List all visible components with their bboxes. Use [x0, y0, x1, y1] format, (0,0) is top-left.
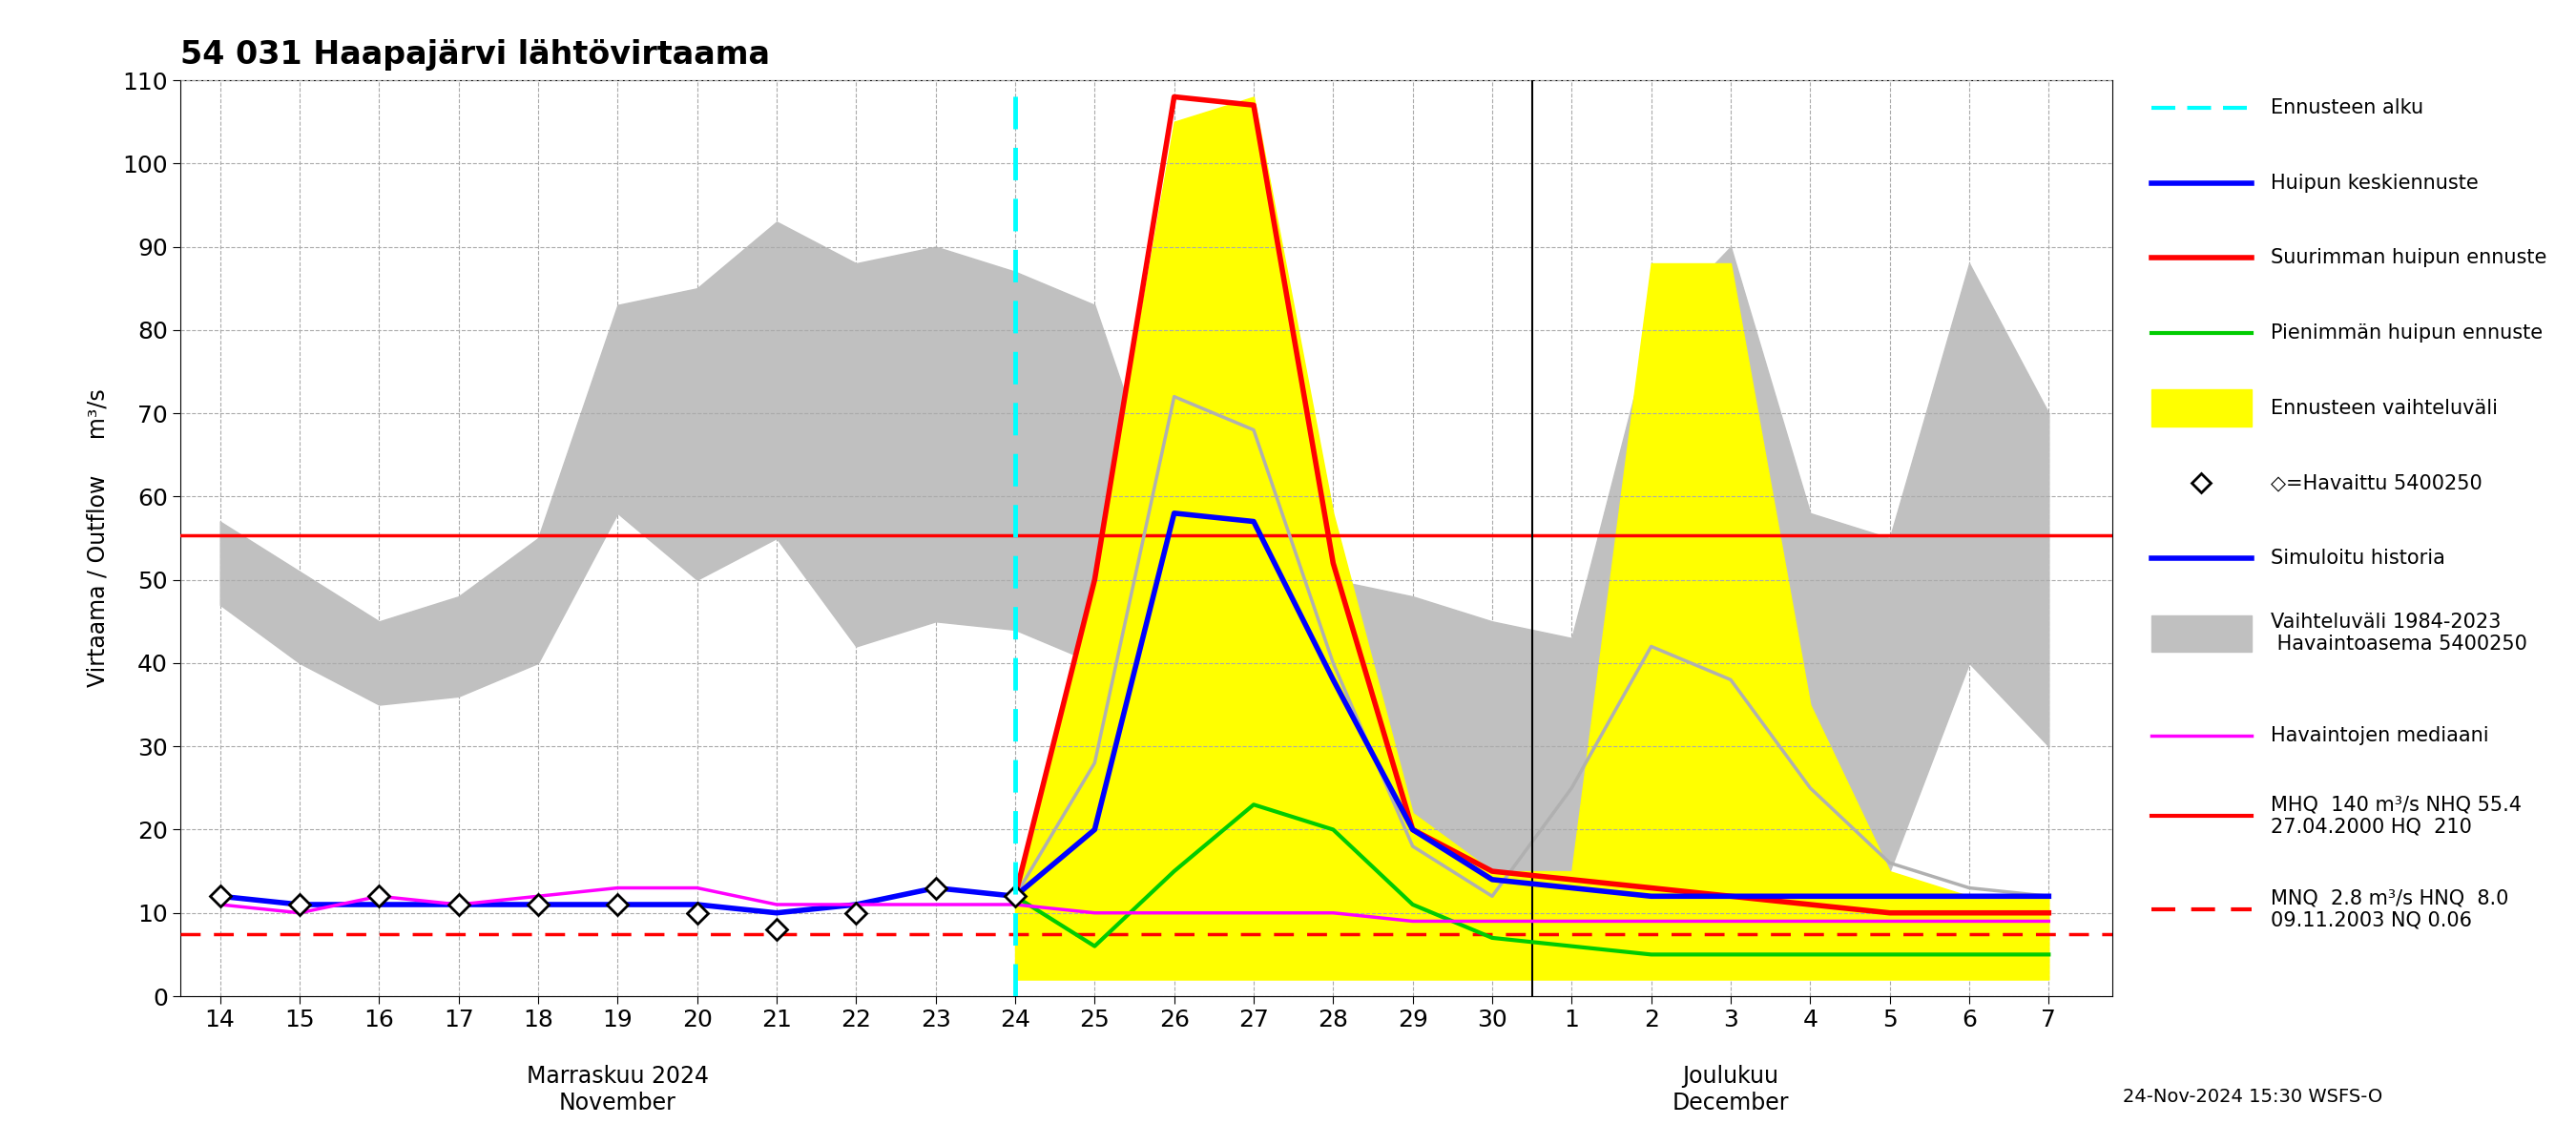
Text: Pienimmän huipun ennuste: Pienimmän huipun ennuste	[2272, 323, 2543, 342]
Text: Simuloitu historia: Simuloitu historia	[2272, 548, 2445, 568]
Text: Havaintojen mediaani: Havaintojen mediaani	[2272, 726, 2488, 745]
Text: 24-Nov-2024 15:30 WSFS-O: 24-Nov-2024 15:30 WSFS-O	[2123, 1088, 2383, 1106]
Bar	[2151, 615, 2251, 652]
Y-axis label: Virtaama / Outflow     m³/s: Virtaama / Outflow m³/s	[85, 389, 108, 687]
Text: MHQ  140 m³/s NHQ 55.4
27.04.2000 HQ  210: MHQ 140 m³/s NHQ 55.4 27.04.2000 HQ 210	[2272, 795, 2522, 836]
Text: ◇=Havaittu 5400250: ◇=Havaittu 5400250	[2272, 474, 2483, 492]
Text: Vaihteluväli 1984-2023
 Havaintoasema 5400250: Vaihteluväli 1984-2023 Havaintoasema 540…	[2272, 613, 2527, 654]
Text: Ennusteen alku: Ennusteen alku	[2272, 98, 2424, 117]
Text: Joulukuu
December: Joulukuu December	[1672, 1065, 1790, 1114]
Text: MNQ  2.8 m³/s HNQ  8.0
09.11.2003 NQ 0.06: MNQ 2.8 m³/s HNQ 8.0 09.11.2003 NQ 0.06	[2272, 889, 2509, 930]
Text: 54 031 Haapajärvi lähtövirtaama: 54 031 Haapajärvi lähtövirtaama	[180, 39, 770, 71]
Text: Ennusteen vaihteluväli: Ennusteen vaihteluväli	[2272, 398, 2499, 418]
Text: Marraskuu 2024
November: Marraskuu 2024 November	[526, 1065, 708, 1114]
Bar	[2151, 389, 2251, 426]
Text: Suurimman huipun ennuste: Suurimman huipun ennuste	[2272, 248, 2548, 268]
Text: Huipun keskiennuste: Huipun keskiennuste	[2272, 173, 2478, 192]
